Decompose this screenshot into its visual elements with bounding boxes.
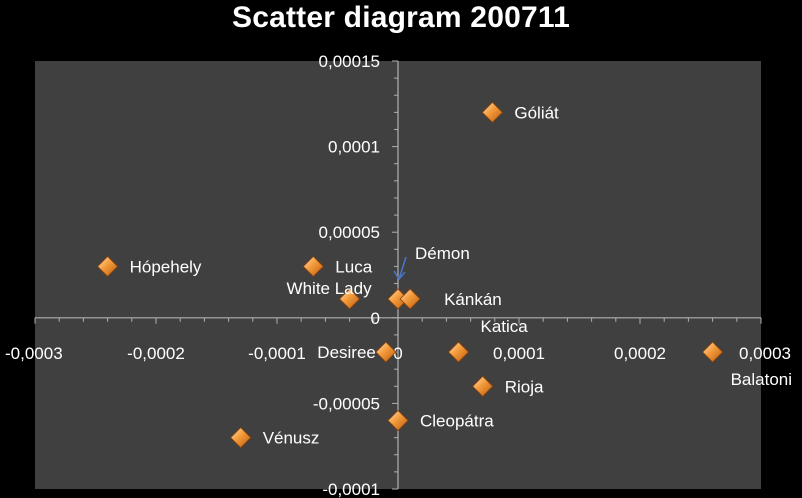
data-label-white-lady: White Lady [287, 279, 373, 298]
data-point-cleop-tra [387, 409, 409, 432]
y-tick-label: -0,0001 [322, 480, 380, 498]
y-tick-label: 0,0001 [328, 138, 380, 157]
data-label-h-pehely: Hópehely [130, 257, 202, 276]
data-point-rioja [472, 375, 494, 397]
data-point-balatoni [702, 341, 724, 363]
data-label-k-nk-n: Kánkán [444, 290, 502, 309]
chart-title: Scatter diagram 200711 [232, 1, 570, 34]
y-tick-label: 0,00015 [319, 52, 380, 71]
data-label-rioja: Rioja [505, 377, 544, 396]
data-point-desiree [375, 341, 397, 363]
x-tick-label: -0,0003 [5, 344, 63, 363]
data-point-v-nusz [230, 427, 252, 449]
data-point-katica [447, 341, 470, 363]
annotation-arrowhead [393, 270, 406, 281]
x-tick-label: 0 [393, 344, 402, 363]
y-tick-label: -0,00005 [313, 394, 380, 413]
data-label-g-li-t: Góliát [514, 103, 559, 122]
x-tick-label: 0,0003 [739, 344, 791, 363]
x-tick-label: -0,0002 [127, 344, 185, 363]
data-label-luca: Luca [335, 257, 372, 276]
data-point-h-pehely [97, 255, 119, 278]
data-point-luca [302, 255, 324, 278]
x-tick-label: 0,0001 [493, 344, 545, 363]
y-tick-label: 0,00005 [319, 223, 380, 242]
x-tick-label: -0,0001 [248, 344, 306, 363]
data-point-g-li-t [481, 101, 503, 123]
data-label-desiree: Desiree [317, 343, 376, 362]
data-label-v-nusz: Vénusz [263, 429, 320, 448]
annotation-arrow [398, 256, 407, 280]
data-point-k-nk-n [399, 288, 421, 310]
data-label-d-mon: Démon [415, 244, 470, 263]
data-point-white-lady [339, 288, 361, 310]
data-label-balatoni: Balatoni [731, 370, 792, 389]
x-tick-label: 0,0002 [614, 344, 666, 363]
data-label-katica: Katica [481, 317, 529, 336]
data-label-cleop-tra: Cleopátra [420, 412, 494, 431]
y-tick-label: 0 [371, 309, 380, 328]
